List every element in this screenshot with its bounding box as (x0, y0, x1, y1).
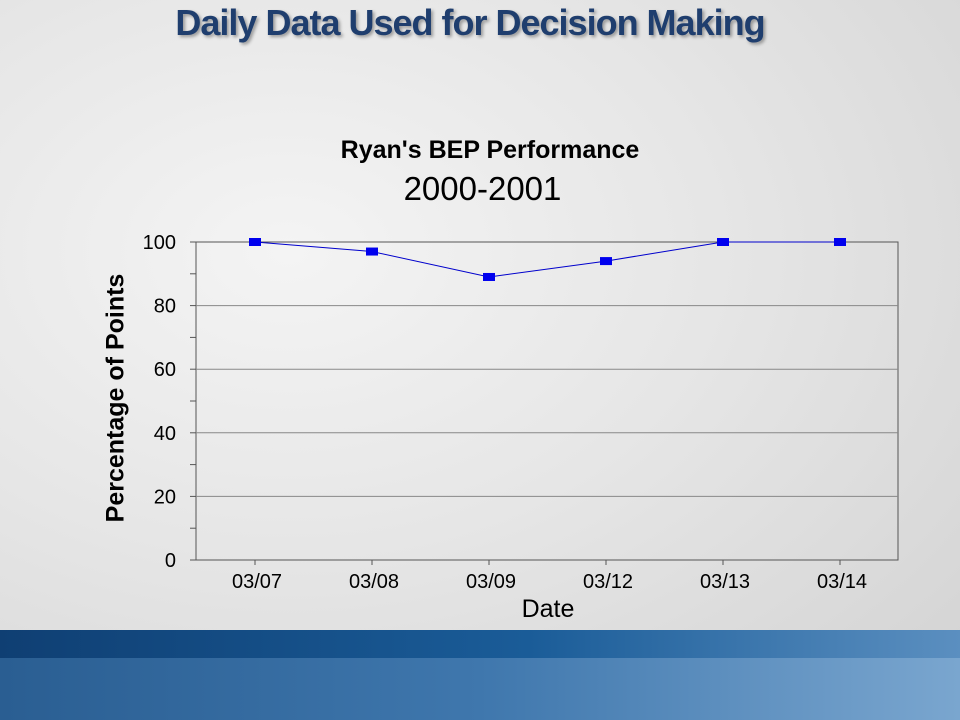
chart-title: Ryan's BEP Performance (340, 136, 640, 164)
data-point (834, 238, 846, 246)
y-tick-label: 100 (143, 232, 176, 254)
series (249, 238, 846, 281)
gridlines (196, 305, 898, 497)
axes: 0 20 40 60 80 100 03/07 03/08 03/09 03/12 03/13 03/… (143, 232, 867, 593)
y-tick-label: 60 (154, 359, 176, 381)
data-point (717, 238, 729, 246)
x-tick-label: 03/07 (232, 571, 282, 593)
y-tick-label: 0 (165, 550, 176, 572)
slide-title: Daily Data Used for Decision Making (175, 2, 765, 43)
y-tick-label: 80 (154, 296, 176, 318)
footer-band-light (0, 658, 960, 720)
data-point (483, 272, 495, 281)
y-tick-label: 20 (154, 486, 176, 508)
plot-area (195, 241, 899, 561)
x-tick-label: 03/13 (700, 571, 750, 593)
y-tick-label: 40 (154, 423, 176, 445)
footer-band-dark (0, 630, 960, 658)
data-point (366, 247, 378, 256)
data-point (249, 238, 261, 246)
x-tick-label: 03/12 (583, 571, 633, 593)
x-tick-label: 03/09 (466, 571, 516, 593)
x-axis-label: Date (521, 595, 575, 623)
x-tick-label: 03/08 (349, 571, 399, 593)
x-tick-label: 03/14 (817, 571, 867, 593)
series-line (254, 241, 840, 278)
data-point (600, 257, 612, 266)
chart-subtitle: 2000-2001 (403, 170, 562, 207)
